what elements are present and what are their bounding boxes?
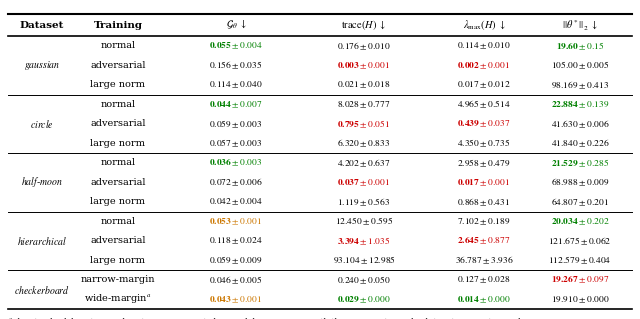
Text: $93.104 \pm 12.985$: $93.104 \pm 12.985$: [333, 255, 396, 266]
Text: adversarial: adversarial: [90, 236, 146, 245]
Text: $2.958 \pm 0.479$: $2.958 \pm 0.479$: [457, 157, 511, 168]
Text: $4.350 \pm 0.735$: $4.350 \pm 0.735$: [458, 137, 511, 149]
Text: $4.965 \pm 0.514$: $4.965 \pm 0.514$: [457, 99, 511, 110]
Text: adversarial: adversarial: [90, 61, 146, 70]
Text: $8.028 \pm 0.777$: $8.028 \pm 0.777$: [337, 99, 391, 109]
Text: $0.127 \pm 0.028$: $0.127 \pm 0.028$: [457, 274, 511, 285]
Text: $0.059 \pm 0.009$: $0.059 \pm 0.009$: [209, 255, 263, 266]
Text: $0.868 \pm 0.431$: $0.868 \pm 0.431$: [458, 196, 511, 208]
Text: normal: normal: [100, 217, 136, 226]
Text: $0.017 \pm 0.012$: $0.017 \pm 0.012$: [457, 79, 511, 90]
Text: $41.840 \pm 0.226$: $41.840 \pm 0.226$: [551, 137, 609, 149]
Text: $41.630 \pm 0.006$: $41.630 \pm 0.006$: [551, 118, 609, 130]
Text: $\lambda_{\mathrm{max}}(H)\ \downarrow$: $\lambda_{\mathrm{max}}(H)\ \downarrow$: [463, 18, 506, 32]
Text: $112.579 \pm 0.404$: $112.579 \pm 0.404$: [548, 255, 612, 266]
Text: $\mathbf{0.002} \pm 0.001$: $\mathbf{0.002} \pm 0.001$: [458, 60, 511, 70]
Text: $^a$The standard deviation is almost 0 since we initialize models across runs wi: $^a$The standard deviation is almost 0 s…: [8, 317, 559, 319]
Text: large norm: large norm: [90, 256, 145, 265]
Text: Dataset: Dataset: [20, 20, 64, 29]
Text: large norm: large norm: [90, 197, 145, 206]
Text: normal: normal: [100, 100, 136, 109]
Text: $105.00 \pm 0.005$: $105.00 \pm 0.005$: [551, 59, 609, 71]
Text: $12.450 \pm 0.595$: $12.450 \pm 0.595$: [335, 215, 393, 227]
Text: $0.042 \pm 0.004$: $0.042 \pm 0.004$: [209, 197, 263, 207]
Text: $0.114 \pm 0.040$: $0.114 \pm 0.040$: [209, 79, 263, 90]
Text: $\mathbf{3.394} \pm 1.035$: $\mathbf{3.394} \pm 1.035$: [337, 235, 390, 247]
Text: $\mathrm{trace}(H)\ \downarrow$: $\mathrm{trace}(H)\ \downarrow$: [341, 18, 387, 32]
Text: $0.059 \pm 0.003$: $0.059 \pm 0.003$: [209, 118, 262, 130]
Text: $0.114 \pm 0.010$: $0.114 \pm 0.010$: [457, 41, 511, 51]
Text: $\mathbf{0.036} \pm 0.003$: $\mathbf{0.036} \pm 0.003$: [209, 158, 262, 168]
Text: $\mathbf{0.439} \pm 0.037$: $\mathbf{0.439} \pm 0.037$: [457, 118, 511, 129]
Text: $\mathbf{2.645} \pm 0.877$: $\mathbf{2.645} \pm 0.877$: [457, 235, 511, 246]
Text: adversarial: adversarial: [90, 178, 146, 187]
Text: $0.176 \pm 0.010$: $0.176 \pm 0.010$: [337, 40, 391, 52]
Text: $7.102 \pm 0.189$: $7.102 \pm 0.189$: [457, 216, 511, 226]
Text: $\mathbf{19.60} \pm 0.15$: $\mathbf{19.60} \pm 0.15$: [556, 40, 604, 52]
Text: $0.046 \pm 0.005$: $0.046 \pm 0.005$: [209, 274, 262, 286]
Text: $0.057 \pm 0.003$: $0.057 \pm 0.003$: [209, 137, 262, 149]
Text: $\mathbf{19.267} \pm 0.097$: $\mathbf{19.267} \pm 0.097$: [551, 274, 609, 285]
Text: $\mathbf{0.003} \pm 0.001$: $\mathbf{0.003} \pm 0.001$: [337, 60, 390, 70]
Text: $\mathbf{20.034} \pm 0.202$: $\mathbf{20.034} \pm 0.202$: [550, 216, 609, 226]
Text: $\mathbf{0.053} \pm 0.001$: $\mathbf{0.053} \pm 0.001$: [209, 216, 262, 226]
Text: normal: normal: [100, 41, 136, 50]
Text: narrow-margin: narrow-margin: [81, 275, 156, 284]
Text: $||\theta^*||_2\ \downarrow$: $||\theta^*||_2\ \downarrow$: [562, 18, 598, 32]
Text: $98.169 \pm 0.413$: $98.169 \pm 0.413$: [551, 79, 609, 91]
Text: Training: Training: [93, 20, 143, 29]
Text: $\mathbf{0.795} \pm 0.051$: $\mathbf{0.795} \pm 0.051$: [337, 118, 390, 130]
Text: $121.675 \pm 0.062$: $121.675 \pm 0.062$: [548, 235, 612, 247]
Text: normal: normal: [100, 158, 136, 167]
Text: $\mathbf{0.014} \pm 0.000$: $\mathbf{0.014} \pm 0.000$: [457, 294, 511, 305]
Text: $\mathit{half}$-$\mathit{moon}$: $\mathit{half}$-$\mathit{moon}$: [21, 175, 63, 189]
Text: large norm: large norm: [90, 80, 145, 89]
Text: $\mathbf{21.529} \pm 0.285$: $\mathbf{21.529} \pm 0.285$: [551, 157, 609, 168]
Text: $\mathit{hierarchical}$: $\mathit{hierarchical}$: [17, 235, 67, 247]
Text: $4.202 \pm 0.637$: $4.202 \pm 0.637$: [337, 157, 391, 168]
Text: $0.021 \pm 0.018$: $0.021 \pm 0.018$: [337, 79, 391, 90]
Text: $\mathbf{0.044} \pm 0.007$: $\mathbf{0.044} \pm 0.007$: [209, 99, 263, 109]
Text: $0.156 \pm 0.035$: $0.156 \pm 0.035$: [209, 59, 262, 71]
Text: $6.320 \pm 0.833$: $6.320 \pm 0.833$: [337, 137, 390, 149]
Text: $0.240 \pm 0.050$: $0.240 \pm 0.050$: [337, 274, 391, 286]
Text: $\mathit{gaussian}$: $\mathit{gaussian}$: [24, 59, 60, 72]
Text: large norm: large norm: [90, 139, 145, 148]
Text: $\mathit{circle}$: $\mathit{circle}$: [30, 118, 54, 130]
Text: $0.118 \pm 0.024$: $0.118 \pm 0.024$: [209, 235, 263, 246]
Text: $\mathbf{0.017} \pm 0.001$: $\mathbf{0.017} \pm 0.001$: [458, 177, 511, 188]
Text: $1.119 \pm 0.563$: $1.119 \pm 0.563$: [337, 196, 390, 208]
Text: $\mathcal{G}_\theta\ \downarrow$: $\mathcal{G}_\theta\ \downarrow$: [225, 19, 246, 31]
Text: adversarial: adversarial: [90, 119, 146, 128]
Text: $68.988 \pm 0.009$: $68.988 \pm 0.009$: [551, 176, 609, 188]
Text: $\mathbf{0.055} \pm 0.004$: $\mathbf{0.055} \pm 0.004$: [209, 41, 263, 51]
Text: $\mathbf{0.029} \pm 0.000$: $\mathbf{0.029} \pm 0.000$: [337, 294, 391, 305]
Text: wide-margin$^a$: wide-margin$^a$: [84, 293, 152, 306]
Text: $\mathbf{0.037} \pm 0.001$: $\mathbf{0.037} \pm 0.001$: [337, 177, 390, 188]
Text: $64.807 \pm 0.201$: $64.807 \pm 0.201$: [551, 196, 609, 208]
Text: $19.910 \pm 0.000$: $19.910 \pm 0.000$: [551, 294, 609, 305]
Text: $0.072 \pm 0.006$: $0.072 \pm 0.006$: [209, 176, 263, 188]
Text: $\mathbf{0.043} \pm 0.001$: $\mathbf{0.043} \pm 0.001$: [209, 294, 262, 305]
Text: $\mathit{checkerboard}$: $\mathit{checkerboard}$: [14, 284, 70, 295]
Text: $\mathbf{22.884} \pm 0.139$: $\mathbf{22.884} \pm 0.139$: [551, 99, 609, 109]
Text: $36.787 \pm 3.936$: $36.787 \pm 3.936$: [455, 255, 513, 266]
